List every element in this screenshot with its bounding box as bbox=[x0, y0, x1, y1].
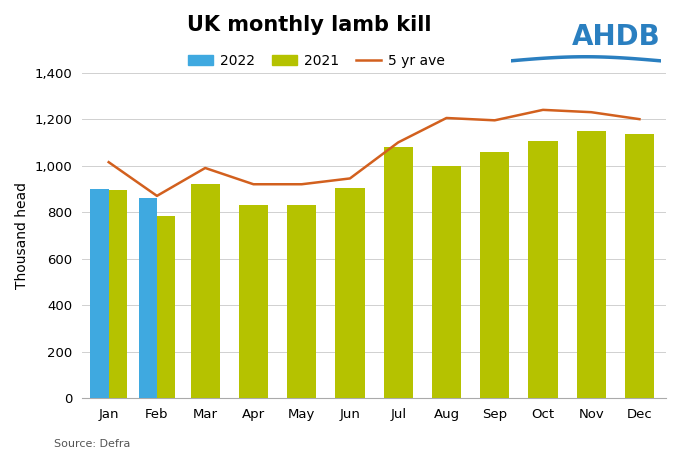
Bar bbox=[139, 198, 157, 398]
Bar bbox=[432, 166, 461, 398]
Bar bbox=[109, 190, 127, 398]
Bar bbox=[157, 216, 175, 398]
Text: UK monthly lamb kill: UK monthly lamb kill bbox=[187, 15, 432, 35]
Bar bbox=[528, 141, 558, 398]
Bar bbox=[335, 188, 364, 398]
Bar bbox=[91, 189, 109, 398]
Bar bbox=[624, 134, 654, 398]
Text: AHDB: AHDB bbox=[572, 23, 661, 51]
Bar bbox=[191, 184, 220, 398]
Text: Source: Defra: Source: Defra bbox=[54, 439, 131, 449]
Bar bbox=[577, 131, 606, 398]
Legend: 2022, 2021, 5 yr ave: 2022, 2021, 5 yr ave bbox=[189, 54, 445, 68]
Bar bbox=[287, 205, 317, 398]
Bar bbox=[239, 205, 268, 398]
Y-axis label: Thousand head: Thousand head bbox=[15, 182, 29, 289]
Bar bbox=[480, 152, 509, 398]
Bar bbox=[383, 147, 413, 398]
